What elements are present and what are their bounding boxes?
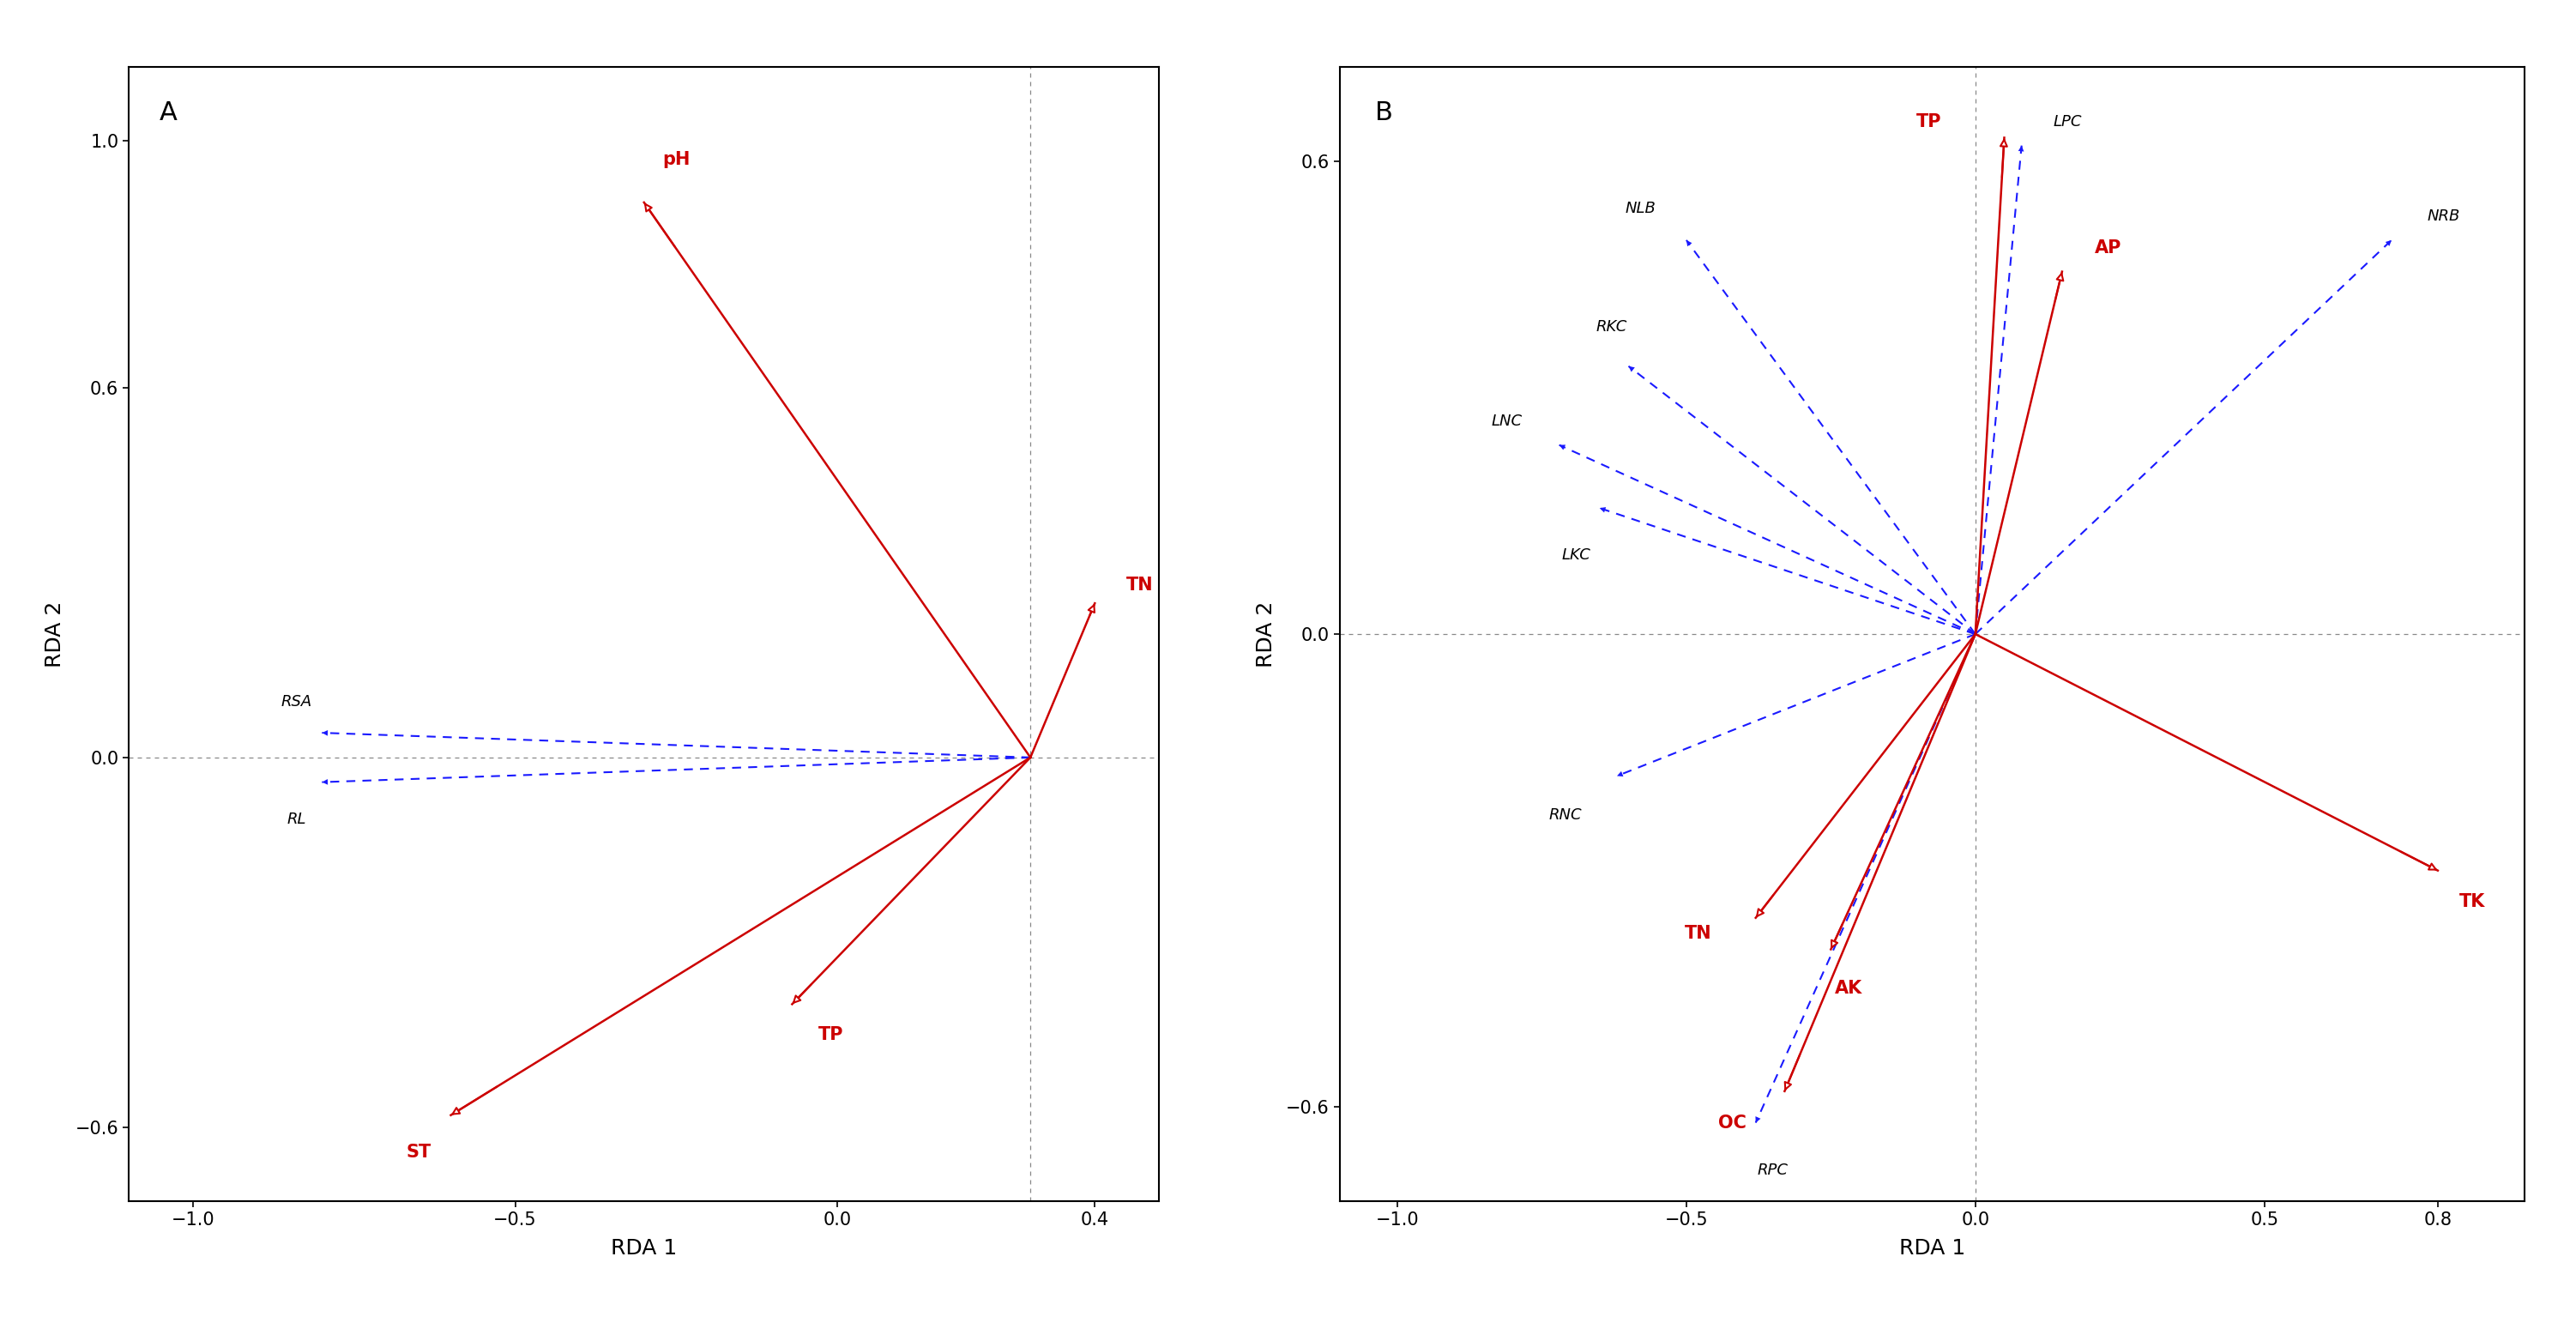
Y-axis label: RDA 2: RDA 2 bbox=[1255, 601, 1275, 668]
Text: RL: RL bbox=[286, 812, 307, 826]
Text: NLB: NLB bbox=[1625, 200, 1656, 216]
Text: RKC: RKC bbox=[1595, 319, 1628, 335]
Text: AK: AK bbox=[1834, 980, 1862, 997]
Text: TN: TN bbox=[1685, 925, 1710, 943]
Text: B: B bbox=[1376, 101, 1394, 125]
Y-axis label: RDA 2: RDA 2 bbox=[44, 601, 64, 668]
Text: TN: TN bbox=[1126, 577, 1154, 593]
Text: TP: TP bbox=[1917, 113, 1942, 131]
Text: AP: AP bbox=[2094, 239, 2123, 256]
Text: TK: TK bbox=[2460, 893, 2486, 910]
Text: LKC: LKC bbox=[1561, 547, 1592, 563]
Text: TP: TP bbox=[819, 1027, 842, 1044]
X-axis label: RDA 1: RDA 1 bbox=[611, 1239, 677, 1259]
Text: LPC: LPC bbox=[2053, 115, 2081, 129]
Text: pH: pH bbox=[662, 151, 690, 168]
X-axis label: RDA 1: RDA 1 bbox=[1899, 1239, 1965, 1259]
Text: NRB: NRB bbox=[2427, 208, 2460, 224]
Text: RPC: RPC bbox=[1757, 1163, 1788, 1177]
Text: RSA: RSA bbox=[281, 694, 312, 710]
Text: ST: ST bbox=[407, 1144, 430, 1160]
Text: RNC: RNC bbox=[1548, 808, 1582, 824]
Text: OC: OC bbox=[1718, 1115, 1747, 1131]
Text: LNC: LNC bbox=[1492, 414, 1522, 429]
Text: A: A bbox=[160, 101, 178, 125]
